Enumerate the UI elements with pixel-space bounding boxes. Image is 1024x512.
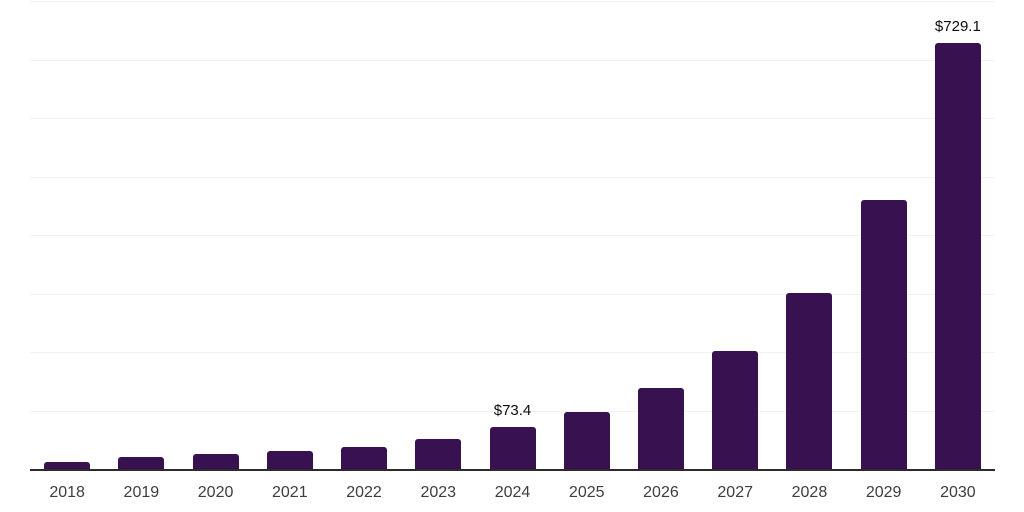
- bar-2026: [637, 388, 684, 470]
- bar-2028: [786, 292, 833, 470]
- gridline-200: [30, 352, 995, 353]
- data-label-2030: $729.1: [934, 18, 981, 36]
- gridline-500: [30, 176, 995, 178]
- x-tick-2030: 2030: [940, 484, 976, 501]
- gridline-800: [30, 1, 995, 2]
- x-tick-2022: 2022: [346, 484, 382, 501]
- x-axis: 2018 2019 2020 2021 2022 2023 2024 2025 2026 2027…: [30, 470, 995, 512]
- bar-2019: [118, 457, 165, 470]
- bar-2030: [934, 43, 981, 470]
- x-tick-2024: 2024: [494, 484, 531, 501]
- x-tick-2027: 2027: [717, 484, 753, 501]
- bar-2023: [415, 439, 462, 470]
- bar-2025: [563, 412, 610, 470]
- bar-2029: [860, 199, 907, 470]
- x-tick-2019: 2019: [123, 484, 160, 501]
- bar-2018: [44, 462, 91, 470]
- x-tick-2025: 2025: [568, 484, 605, 501]
- data-label-2024: $73.4: [493, 402, 532, 420]
- bar-2020: [192, 453, 239, 470]
- x-tick-2026: 2026: [643, 484, 679, 501]
- gridline-300: [30, 293, 995, 295]
- x-axis-line: [30, 469, 995, 471]
- bar-2027: [712, 351, 759, 470]
- x-tick-2020: 2020: [197, 484, 234, 501]
- gridline-700: [30, 59, 995, 61]
- x-tick-2018: 2018: [49, 484, 85, 501]
- gridline-600: [30, 118, 995, 119]
- bar-2024: [489, 427, 536, 470]
- bar-2022: [341, 446, 388, 470]
- x-tick-2028: 2028: [791, 484, 828, 501]
- x-tick-2029: 2029: [865, 484, 902, 501]
- gridline-100: [30, 410, 995, 412]
- gridline-400: [30, 235, 995, 236]
- bar-2021: [266, 451, 313, 470]
- x-tick-2023: 2023: [420, 484, 457, 501]
- plot-area: $73.4 $729.1: [30, 0, 995, 471]
- x-tick-2021: 2021: [272, 484, 308, 501]
